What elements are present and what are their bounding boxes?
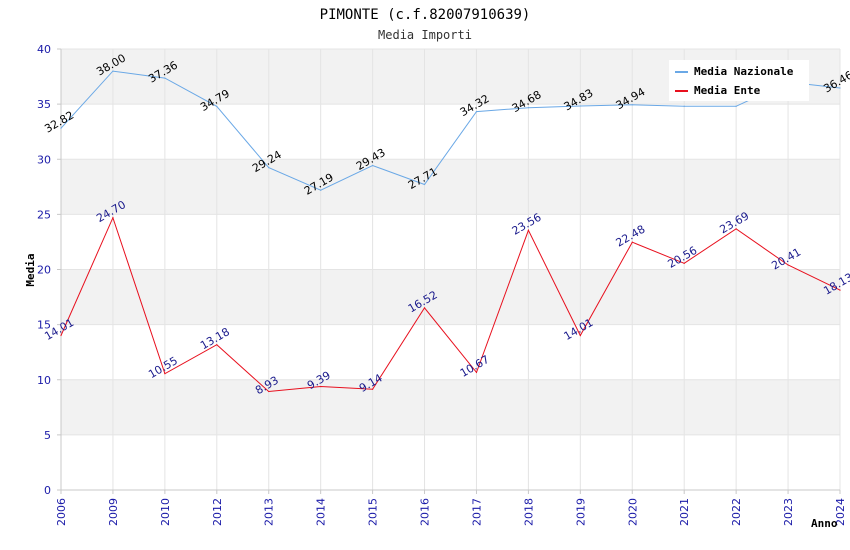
data-point — [475, 371, 478, 373]
data-label: 13.18 — [198, 325, 232, 352]
data-point — [579, 334, 581, 337]
data-point — [735, 105, 737, 107]
data-label: 20.56 — [666, 244, 700, 271]
data-point — [839, 289, 841, 291]
data-point — [735, 228, 737, 230]
data-point — [579, 105, 581, 107]
x-tick-label: 2014 — [315, 498, 328, 526]
data-point — [423, 183, 426, 186]
x-tick-label: 2019 — [574, 498, 587, 526]
series-line-ente — [60, 216, 841, 393]
data-point — [475, 111, 478, 113]
y-tick-label: 10 — [37, 374, 51, 387]
data-point — [372, 164, 374, 167]
data-point — [631, 104, 633, 106]
y-tick-label: 40 — [37, 43, 51, 56]
grid-band — [61, 159, 840, 215]
y-axis-title: Media — [24, 253, 37, 286]
legend-label-nazionale: Media Nazionale — [694, 65, 794, 78]
x-axis-title: Anno — [811, 517, 838, 530]
data-point — [164, 373, 166, 375]
data-point — [683, 262, 685, 264]
x-tick-label: 2022 — [730, 498, 743, 526]
data-point — [787, 264, 789, 266]
x-tick-label: 2018 — [522, 498, 535, 526]
data-label: 32.82 — [42, 109, 76, 136]
data-point — [320, 385, 322, 388]
x-tick-label: 2020 — [626, 498, 639, 526]
y-tick-label: 25 — [37, 208, 51, 221]
y-tick-label: 15 — [37, 319, 51, 332]
data-point — [60, 127, 62, 129]
x-tick-label: 2023 — [782, 498, 795, 526]
legend-box — [669, 60, 809, 101]
x-tick-label: 2017 — [470, 498, 483, 526]
data-point — [112, 70, 114, 72]
y-tick-label: 20 — [37, 264, 51, 277]
data-label: 20.41 — [769, 245, 803, 272]
y-tick-label: 0 — [44, 484, 51, 497]
x-tick-label: 2021 — [678, 498, 691, 526]
data-point — [320, 189, 322, 191]
x-tick-label: 2016 — [419, 498, 432, 526]
series-lines — [60, 70, 841, 393]
x-tick-label: 2012 — [211, 498, 224, 526]
grid-bands — [61, 49, 840, 435]
data-point — [527, 229, 530, 231]
data-point — [268, 390, 270, 393]
grid-band — [61, 269, 840, 325]
data-label: 10.55 — [146, 354, 180, 381]
x-tick-label: 2006 — [55, 498, 68, 526]
data-point — [631, 241, 633, 243]
x-tick-label: 2024 — [834, 498, 847, 526]
chart-subtitle: Media Importi — [378, 28, 472, 42]
grid-band — [61, 379, 840, 435]
x-tick-label: 2013 — [263, 498, 276, 526]
data-point — [423, 307, 426, 309]
data-point — [216, 105, 218, 108]
y-tick-label: 30 — [37, 153, 51, 166]
legend-label-ente: Media Ente — [694, 84, 761, 97]
series-line-nazionale — [60, 70, 841, 191]
data-point — [112, 217, 114, 219]
legend: Media Nazionale Media Ente — [669, 60, 809, 101]
axes: 0 5 10 15 20 25 30 35 40 2006 2009 2010 2012 2013 2014… — [37, 43, 847, 526]
x-tick-label: 2010 — [159, 498, 172, 526]
data-point — [268, 167, 270, 169]
data-point — [683, 105, 685, 107]
x-tick-label: 2009 — [107, 498, 120, 526]
data-label: 10.67 — [458, 353, 492, 380]
data-point — [527, 107, 530, 109]
data-point — [372, 388, 374, 390]
data-point — [60, 334, 62, 337]
data-point — [216, 344, 218, 346]
data-point — [164, 77, 166, 79]
chart-title: PIMONTE (c.f.82007910639) — [320, 7, 531, 23]
y-tick-label: 35 — [37, 98, 51, 111]
y-tick-label: 5 — [44, 429, 51, 442]
data-point — [839, 87, 841, 89]
x-tick-label: 2015 — [367, 498, 380, 526]
